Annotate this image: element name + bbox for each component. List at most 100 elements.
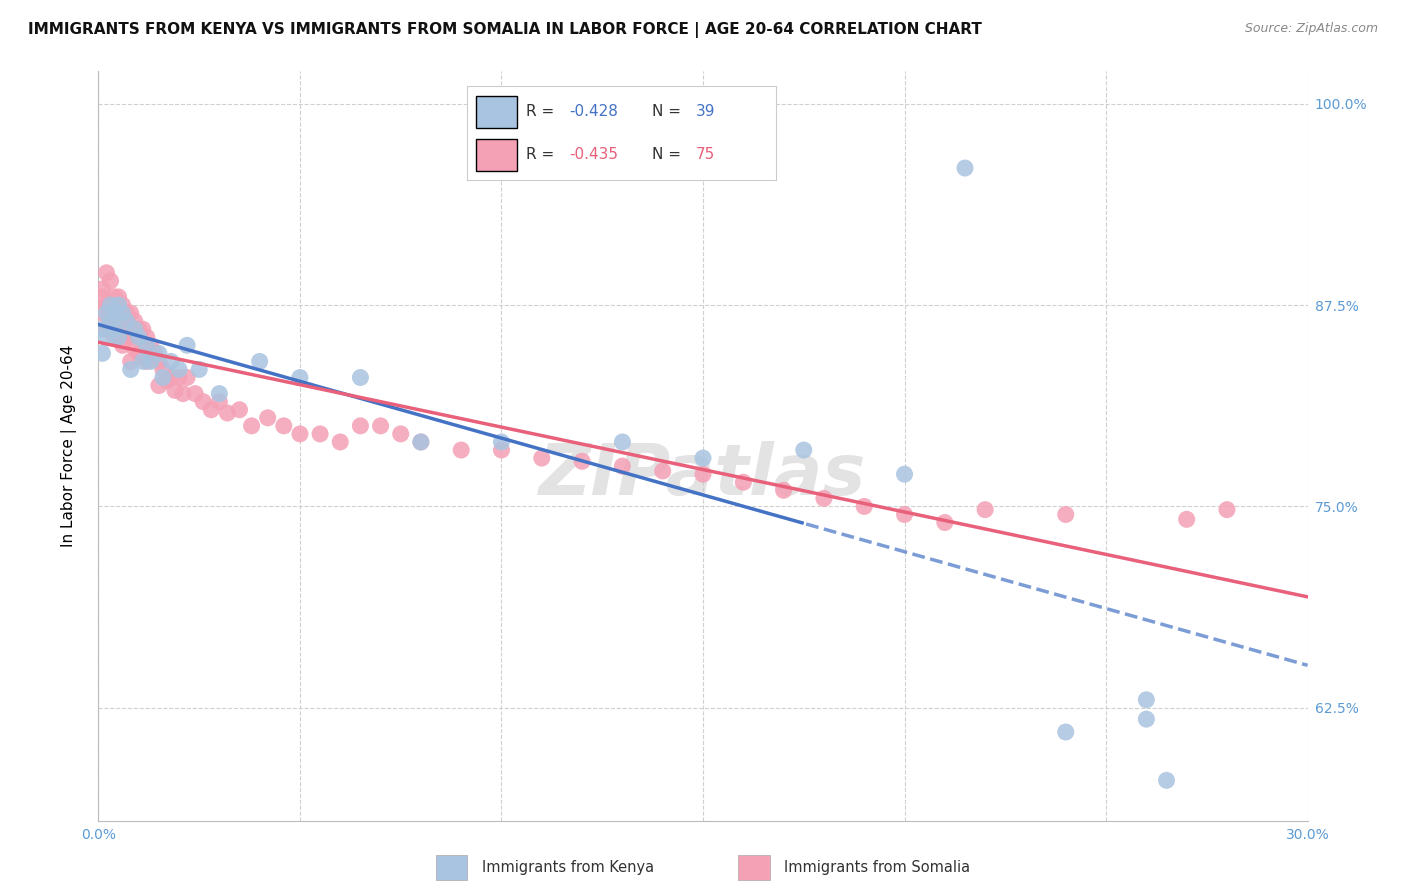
- Point: [107, 290, 129, 304]
- Point: [135, 330, 157, 344]
- Point: [1054, 725, 1077, 739]
- Point: [692, 467, 714, 482]
- Point: [793, 443, 815, 458]
- Point: [288, 370, 311, 384]
- Point: [163, 384, 186, 398]
- Point: [96, 298, 118, 312]
- Point: [240, 418, 263, 433]
- Point: [389, 426, 412, 441]
- Text: Source: ZipAtlas.com: Source: ZipAtlas.com: [1244, 22, 1378, 36]
- Point: [135, 338, 157, 352]
- Point: [273, 418, 295, 433]
- Point: [612, 434, 634, 449]
- Point: [100, 274, 122, 288]
- Point: [409, 434, 432, 449]
- Point: [91, 282, 114, 296]
- Point: [256, 410, 278, 425]
- Point: [491, 434, 513, 449]
- Point: [974, 502, 997, 516]
- Point: [132, 322, 155, 336]
- Point: [103, 330, 125, 344]
- Point: [1054, 508, 1077, 522]
- Point: [651, 464, 673, 478]
- Text: Immigrants from Kenya: Immigrants from Kenya: [481, 860, 654, 875]
- Point: [139, 354, 162, 368]
- Point: [100, 298, 122, 312]
- Point: [1135, 712, 1157, 726]
- Point: [91, 290, 114, 304]
- Point: [329, 434, 352, 449]
- Point: [228, 402, 250, 417]
- Point: [120, 362, 142, 376]
- Point: [148, 346, 170, 360]
- Point: [309, 426, 332, 441]
- Point: [107, 298, 129, 312]
- Point: [96, 266, 118, 280]
- Point: [370, 418, 392, 433]
- Point: [91, 322, 114, 336]
- Point: [96, 330, 118, 344]
- Point: [128, 322, 150, 336]
- Point: [156, 374, 179, 388]
- Point: [103, 306, 125, 320]
- Point: [167, 362, 190, 376]
- Point: [853, 500, 876, 514]
- Point: [172, 386, 194, 401]
- Y-axis label: In Labor Force | Age 20-64: In Labor Force | Age 20-64: [60, 345, 77, 547]
- Point: [148, 354, 170, 368]
- Point: [184, 386, 207, 401]
- Point: [139, 338, 162, 352]
- Point: [135, 354, 157, 368]
- Point: [100, 322, 122, 336]
- Text: Immigrants from Somalia: Immigrants from Somalia: [785, 860, 970, 875]
- Point: [107, 330, 129, 344]
- Point: [1175, 512, 1198, 526]
- Point: [111, 306, 134, 320]
- Point: [530, 451, 553, 466]
- Point: [200, 402, 222, 417]
- Point: [612, 459, 634, 474]
- Point: [349, 370, 371, 384]
- Point: [349, 418, 371, 433]
- Point: [176, 338, 198, 352]
- Point: [124, 322, 146, 336]
- Point: [120, 330, 142, 344]
- Point: [813, 491, 835, 506]
- Point: [103, 306, 125, 320]
- Point: [115, 306, 138, 320]
- Point: [193, 394, 215, 409]
- Point: [1135, 693, 1157, 707]
- Point: [103, 322, 125, 336]
- Point: [132, 354, 155, 368]
- Point: [124, 314, 146, 328]
- Point: [217, 406, 239, 420]
- Point: [288, 426, 311, 441]
- Point: [953, 161, 976, 175]
- Point: [160, 370, 183, 384]
- Point: [111, 314, 134, 328]
- Point: [692, 451, 714, 466]
- Point: [733, 475, 755, 490]
- Point: [152, 362, 174, 376]
- Point: [450, 443, 472, 458]
- Point: [120, 354, 142, 368]
- Point: [409, 434, 432, 449]
- Point: [132, 350, 155, 364]
- Point: [103, 290, 125, 304]
- Point: [100, 314, 122, 328]
- Point: [91, 306, 114, 320]
- Point: [772, 483, 794, 498]
- Point: [1156, 773, 1178, 788]
- Point: [176, 370, 198, 384]
- Point: [111, 338, 134, 352]
- Point: [188, 362, 211, 376]
- FancyBboxPatch shape: [436, 855, 467, 880]
- Point: [96, 322, 118, 336]
- Point: [208, 386, 231, 401]
- Point: [107, 314, 129, 328]
- Point: [491, 443, 513, 458]
- FancyBboxPatch shape: [738, 855, 770, 880]
- Point: [893, 508, 915, 522]
- Point: [96, 306, 118, 320]
- Point: [148, 378, 170, 392]
